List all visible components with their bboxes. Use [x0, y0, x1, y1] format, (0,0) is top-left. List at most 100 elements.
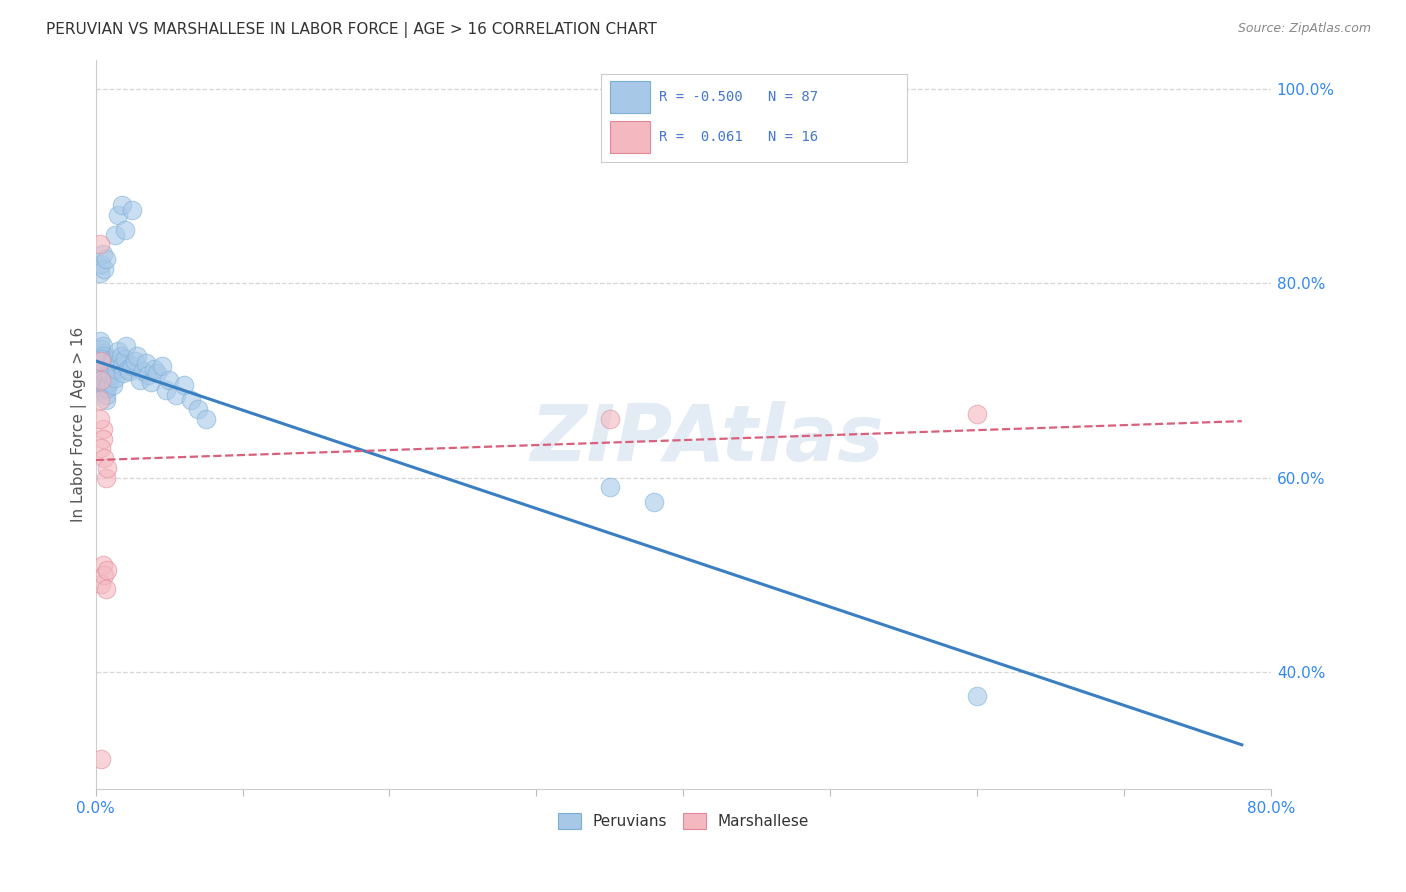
Point — [94, 392, 117, 407]
Point — [91, 363, 114, 377]
Point — [155, 383, 177, 397]
Point — [90, 257, 112, 271]
Point — [90, 354, 112, 368]
Point — [89, 354, 111, 368]
Point — [91, 373, 114, 387]
Point — [114, 222, 136, 236]
Point — [91, 349, 114, 363]
Point — [107, 344, 129, 359]
Point — [150, 359, 173, 373]
Point — [90, 373, 112, 387]
Point — [93, 383, 115, 397]
Point — [91, 558, 114, 572]
Point — [117, 361, 139, 376]
Point — [138, 368, 160, 383]
Point — [108, 356, 131, 370]
Point — [180, 392, 202, 407]
Point — [96, 378, 118, 392]
Y-axis label: In Labor Force | Age > 16: In Labor Force | Age > 16 — [72, 326, 87, 522]
Point — [89, 392, 111, 407]
Point — [194, 412, 217, 426]
Point — [98, 368, 121, 383]
Point — [100, 361, 122, 376]
Point — [104, 227, 127, 242]
Point — [91, 247, 114, 261]
Point — [90, 343, 112, 357]
Point — [96, 460, 118, 475]
Point — [90, 442, 112, 456]
Point — [91, 376, 114, 390]
Point — [141, 376, 163, 390]
Point — [90, 349, 112, 363]
Point — [131, 363, 153, 377]
Point — [89, 267, 111, 281]
Point — [91, 351, 114, 366]
Point — [157, 373, 180, 387]
Point — [91, 339, 114, 353]
Point — [96, 381, 118, 395]
Point — [90, 356, 112, 370]
Legend: Peruvians, Marshallese: Peruvians, Marshallese — [551, 807, 815, 836]
Point — [93, 261, 115, 276]
Point — [966, 408, 988, 422]
Text: PERUVIAN VS MARSHALLESE IN LABOR FORCE | AGE > 16 CORRELATION CHART: PERUVIAN VS MARSHALLESE IN LABOR FORCE |… — [46, 22, 657, 38]
Point — [165, 388, 187, 402]
Point — [89, 363, 111, 377]
Point — [89, 334, 111, 349]
Point — [599, 480, 621, 494]
Point — [96, 563, 118, 577]
Point — [93, 351, 115, 366]
Point — [128, 373, 150, 387]
Point — [100, 351, 122, 366]
Point — [89, 354, 111, 368]
Point — [94, 252, 117, 266]
Point — [107, 208, 129, 222]
Point — [91, 432, 114, 446]
Point — [89, 237, 111, 252]
Text: ZIPAtlas: ZIPAtlas — [530, 401, 883, 476]
Point — [94, 373, 117, 387]
Point — [599, 412, 621, 426]
Point — [115, 339, 138, 353]
Point — [91, 422, 114, 436]
Point — [90, 366, 112, 380]
Point — [90, 368, 112, 383]
Point — [94, 470, 117, 484]
Point — [121, 359, 143, 373]
Point — [90, 359, 112, 373]
Point — [124, 354, 146, 368]
Point — [90, 351, 112, 366]
Point — [146, 366, 169, 380]
Point — [104, 371, 127, 385]
Point — [94, 582, 117, 597]
Point — [97, 376, 120, 390]
Point — [114, 351, 136, 366]
Point — [135, 356, 157, 370]
Point — [89, 359, 111, 373]
Point — [91, 346, 114, 360]
Point — [93, 378, 115, 392]
Point — [90, 366, 112, 380]
Point — [89, 361, 111, 376]
Point — [173, 378, 195, 392]
Point — [91, 368, 114, 383]
Text: Source: ZipAtlas.com: Source: ZipAtlas.com — [1237, 22, 1371, 36]
Point — [90, 344, 112, 359]
Point — [103, 378, 125, 392]
Point — [90, 577, 112, 591]
Point — [125, 349, 148, 363]
Point — [112, 366, 135, 380]
Point — [110, 349, 132, 363]
Point — [98, 366, 121, 380]
Point — [93, 567, 115, 582]
Point — [89, 412, 111, 426]
Point — [643, 495, 665, 509]
Point — [90, 356, 112, 370]
Point — [966, 689, 988, 703]
Point — [111, 359, 134, 373]
Point — [105, 361, 128, 376]
Point — [91, 363, 114, 377]
Point — [118, 363, 141, 377]
Point — [121, 203, 143, 218]
Point — [103, 354, 125, 368]
